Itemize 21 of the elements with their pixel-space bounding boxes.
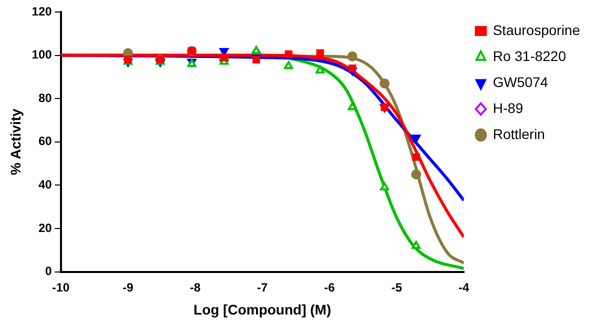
y-tick-label: 100 <box>32 48 52 62</box>
x-tick-label: -7 <box>256 280 268 294</box>
x-axis-title: Log [Compound] (M) <box>194 301 332 318</box>
y-tick-label: 120 <box>32 4 52 18</box>
y-tick-label: 80 <box>38 90 52 105</box>
x-tick-label: -6 <box>324 280 336 294</box>
x-tick-label: -9 <box>122 280 134 294</box>
y-tick-label: 20 <box>38 220 52 235</box>
legend-label: Rottlerin <box>492 126 545 142</box>
x-tick-label: -8 <box>190 280 201 294</box>
y-tick-label: 0 <box>45 264 52 278</box>
y-tick-label: 60 <box>38 134 52 148</box>
y-tick-label: 40 <box>38 178 52 192</box>
legend-label: Staurosporine <box>492 22 580 38</box>
legend-label: H-89 <box>492 100 524 116</box>
y-axis-title: % Activity <box>7 108 24 176</box>
x-tick-label: -4 <box>458 280 470 294</box>
x-tick-label: -10 <box>52 280 70 294</box>
x-tick-label: -5 <box>391 280 402 294</box>
legend-label: Ro 31-8220 <box>492 48 566 64</box>
legend-label: GW5074 <box>492 74 548 90</box>
